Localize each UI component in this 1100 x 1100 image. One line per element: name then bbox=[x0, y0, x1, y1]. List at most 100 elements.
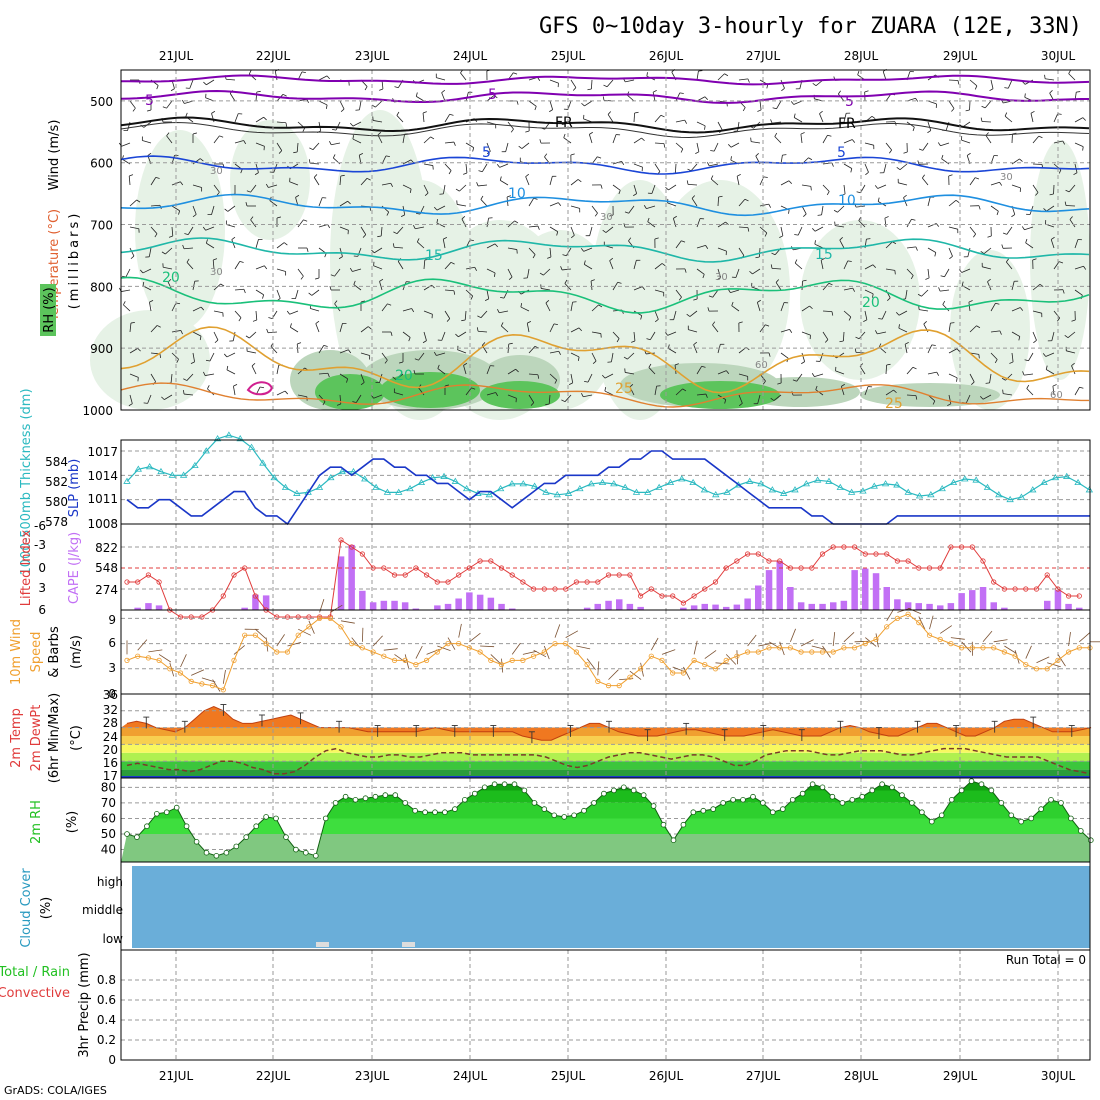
wind-barb-flag bbox=[471, 387, 476, 390]
precip-tick-label: 0.8 bbox=[97, 973, 116, 987]
wind-barb-flag bbox=[443, 237, 448, 240]
lifted-index-axis-label: Lifted Index bbox=[19, 529, 34, 606]
rh2m-point bbox=[591, 800, 597, 806]
wind-barb bbox=[549, 202, 559, 207]
wind-barb bbox=[360, 326, 369, 333]
wind-barb-flag bbox=[631, 340, 636, 343]
wind-barb-flag bbox=[308, 159, 311, 164]
wind10-speed-point bbox=[605, 682, 612, 689]
wind-barb bbox=[717, 73, 725, 81]
date-label-bottom: 22JUL bbox=[256, 1069, 291, 1083]
wind-barb-flag bbox=[156, 325, 161, 328]
wind-barb-flag bbox=[176, 358, 179, 363]
rh2m-point bbox=[481, 784, 488, 791]
wind-barb-flag bbox=[371, 249, 375, 254]
thickness-point bbox=[168, 471, 176, 478]
wind-barb bbox=[549, 373, 557, 381]
wind-barb bbox=[633, 260, 637, 270]
wind10-barb bbox=[362, 627, 364, 642]
wind10-speed-point bbox=[702, 661, 708, 668]
rh2m-point bbox=[611, 787, 617, 794]
wind-barb bbox=[820, 260, 824, 270]
wind-barb bbox=[771, 267, 782, 270]
wind-barb-flag bbox=[433, 351, 437, 356]
wind-barb bbox=[297, 219, 304, 228]
wind-barb bbox=[297, 268, 304, 277]
wind-barb bbox=[184, 393, 194, 396]
wind10-barb bbox=[330, 604, 343, 613]
wind-barb-flag bbox=[484, 298, 489, 301]
wind-barb-flag bbox=[643, 205, 647, 209]
rh2m-point bbox=[730, 796, 736, 803]
wind-barb bbox=[713, 142, 719, 152]
wind-barb-flag bbox=[1022, 81, 1026, 85]
wind-barb bbox=[654, 310, 659, 320]
thickness-point bbox=[530, 482, 539, 489]
wind-barb-flag bbox=[243, 140, 247, 145]
wind-barb-flag bbox=[661, 263, 666, 267]
lifted-index-point bbox=[242, 565, 248, 571]
wind-barb bbox=[436, 77, 446, 81]
date-label-top: 22JUL bbox=[256, 49, 291, 63]
rh2m-tick-label: 60 bbox=[101, 811, 116, 825]
slp-tick-label: 1011 bbox=[87, 492, 118, 506]
cape-bar bbox=[637, 606, 644, 610]
wind-barb bbox=[801, 205, 807, 215]
rh2m-point bbox=[958, 787, 965, 794]
wind10-speed-point bbox=[809, 649, 815, 655]
wind-barb bbox=[360, 178, 368, 186]
wind-barb bbox=[675, 240, 682, 249]
wind-barb-flag bbox=[1079, 386, 1084, 389]
wind-barb-flag bbox=[974, 85, 978, 90]
rh2m-point bbox=[471, 790, 478, 797]
wind-barb bbox=[192, 331, 202, 337]
thickness-point bbox=[145, 463, 154, 470]
lifted-index-point bbox=[445, 579, 451, 585]
wind-barb bbox=[885, 364, 888, 375]
wind-barb-flag bbox=[139, 269, 144, 274]
precip-ticks: 0.80.60.40.20 bbox=[97, 973, 116, 1067]
slp-tick-label: 1017 bbox=[87, 445, 118, 459]
li-tick-label: 0 bbox=[38, 561, 46, 575]
lifted-index-point bbox=[809, 565, 815, 571]
wind-barb bbox=[814, 243, 824, 249]
wind-barb bbox=[374, 247, 383, 254]
wind-barb-flag bbox=[725, 221, 729, 226]
wind-barb bbox=[797, 226, 803, 236]
wind-barb bbox=[270, 346, 278, 354]
wind-barb bbox=[738, 394, 743, 404]
contour-label: 10 bbox=[508, 186, 526, 202]
wind-barb bbox=[570, 302, 573, 312]
wind10-speed-point bbox=[456, 640, 462, 647]
wind-barb bbox=[717, 370, 727, 375]
wind-barb bbox=[486, 392, 496, 396]
wind-barb bbox=[696, 142, 700, 152]
cape-bar bbox=[391, 600, 398, 610]
wind-barb-flag bbox=[1044, 74, 1046, 79]
lifted-index-point bbox=[1012, 586, 1018, 592]
wind10-speed-point bbox=[734, 653, 740, 659]
wind-barb-flag bbox=[309, 147, 314, 151]
wind-barb-flag bbox=[618, 190, 621, 195]
wind-axis-label: Wind (m/s) bbox=[47, 120, 62, 191]
lifted-index-point bbox=[466, 565, 472, 571]
wind10-speed-point bbox=[916, 619, 922, 626]
wind-barb bbox=[123, 304, 131, 312]
wind-barb-flag bbox=[533, 197, 538, 200]
wind-barb-flag bbox=[874, 185, 879, 189]
wind-barb bbox=[289, 181, 299, 186]
wind-barb-flag bbox=[154, 233, 158, 238]
wind-barb-flag bbox=[587, 88, 592, 91]
wind-barb-flag bbox=[231, 236, 236, 240]
wind-barb bbox=[465, 92, 469, 102]
wind-barb bbox=[166, 100, 173, 109]
wind-barb bbox=[717, 121, 723, 131]
wind10-speed-point bbox=[584, 661, 590, 668]
wind10-barb bbox=[1036, 656, 1050, 664]
wind-barb-flag bbox=[1050, 236, 1055, 240]
wind-barb bbox=[1071, 365, 1076, 375]
wind-barb bbox=[1074, 387, 1080, 396]
wind-barb bbox=[360, 373, 365, 383]
wind-barb-flag bbox=[987, 235, 992, 238]
